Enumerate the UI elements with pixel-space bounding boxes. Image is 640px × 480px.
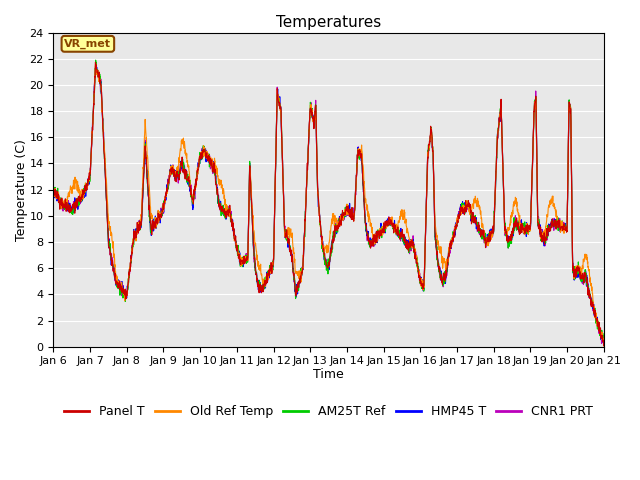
CNR1 PRT [489, 233, 497, 239]
Line: CNR1 PRT: CNR1 PRT [53, 64, 604, 344]
CNR1 PRT [345, 203, 353, 208]
Panel T [204, 155, 211, 161]
Line: Old Ref Temp: Old Ref Temp [53, 63, 604, 346]
X-axis label: Time: Time [313, 368, 344, 381]
CNR1 PRT [600, 335, 607, 340]
HMP45 T [92, 64, 100, 70]
Old Ref Temp [345, 209, 353, 215]
AM25T Ref [204, 152, 211, 157]
Panel T [600, 338, 607, 344]
CNR1 PRT [49, 187, 57, 193]
CNR1 PRT [567, 111, 575, 117]
Old Ref Temp [92, 60, 100, 66]
HMP45 T [49, 187, 57, 192]
AM25T Ref [92, 57, 100, 63]
Panel T [552, 223, 559, 228]
AM25T Ref [489, 230, 497, 236]
Old Ref Temp [49, 191, 57, 196]
Old Ref Temp [567, 105, 575, 110]
AM25T Ref [600, 335, 607, 341]
Line: HMP45 T: HMP45 T [53, 67, 604, 343]
Panel T [49, 191, 57, 196]
HMP45 T [600, 337, 607, 343]
CNR1 PRT [92, 61, 100, 67]
Title: Temperatures: Temperatures [276, 15, 381, 30]
Text: VR_met: VR_met [65, 39, 111, 49]
CNR1 PRT [552, 224, 559, 229]
AM25T Ref [356, 152, 364, 158]
AM25T Ref [552, 223, 559, 228]
Old Ref Temp [204, 149, 211, 155]
HMP45 T [345, 209, 353, 215]
HMP45 T [356, 152, 364, 158]
AM25T Ref [567, 107, 575, 113]
Line: Panel T: Panel T [53, 62, 604, 346]
Old Ref Temp [356, 149, 364, 155]
Line: AM25T Ref: AM25T Ref [53, 60, 604, 338]
HMP45 T [567, 109, 575, 115]
Old Ref Temp [552, 208, 559, 214]
CNR1 PRT [598, 341, 605, 347]
AM25T Ref [49, 186, 57, 192]
Panel T [567, 106, 575, 111]
HMP45 T [552, 220, 559, 226]
Panel T [489, 225, 497, 230]
Panel T [356, 151, 364, 156]
Panel T [92, 60, 99, 65]
Panel T [600, 343, 607, 348]
AM25T Ref [345, 211, 353, 217]
HMP45 T [204, 153, 211, 158]
Old Ref Temp [600, 343, 607, 349]
CNR1 PRT [204, 151, 211, 156]
Legend: Panel T, Old Ref Temp, AM25T Ref, HMP45 T, CNR1 PRT: Panel T, Old Ref Temp, AM25T Ref, HMP45 … [60, 400, 598, 423]
HMP45 T [600, 340, 607, 346]
Y-axis label: Temperature (C): Temperature (C) [15, 139, 28, 240]
CNR1 PRT [356, 153, 364, 159]
HMP45 T [489, 229, 497, 235]
Panel T [345, 210, 353, 216]
Old Ref Temp [489, 232, 497, 238]
